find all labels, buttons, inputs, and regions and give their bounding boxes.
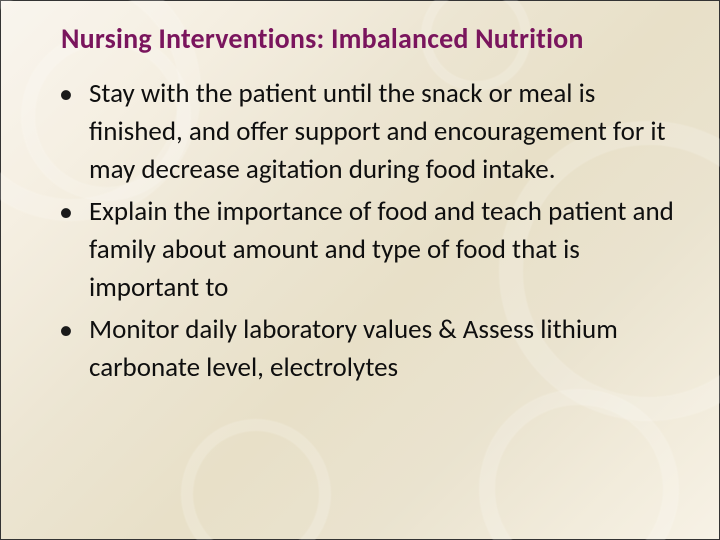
slide: Nursing Interventions: Imbalanced Nutrit… <box>0 0 720 540</box>
decorative-swirl <box>181 419 331 540</box>
bullet-text: Monitor daily laboratory values & Assess… <box>89 313 618 384</box>
list-item: Monitor daily laboratory values & Assess… <box>43 311 677 387</box>
slide-title: Nursing Interventions: Imbalanced Nutrit… <box>61 21 679 56</box>
slide-body: Stay with the patient until the snack or… <box>43 75 677 391</box>
bullet-text: Explain the importance of food and teach… <box>89 195 674 304</box>
bullet-list: Stay with the patient until the snack or… <box>43 75 677 387</box>
list-item: Explain the importance of food and teach… <box>43 193 677 307</box>
list-item: Stay with the patient until the snack or… <box>43 75 677 189</box>
bullet-text: Stay with the patient until the snack or… <box>89 77 666 186</box>
